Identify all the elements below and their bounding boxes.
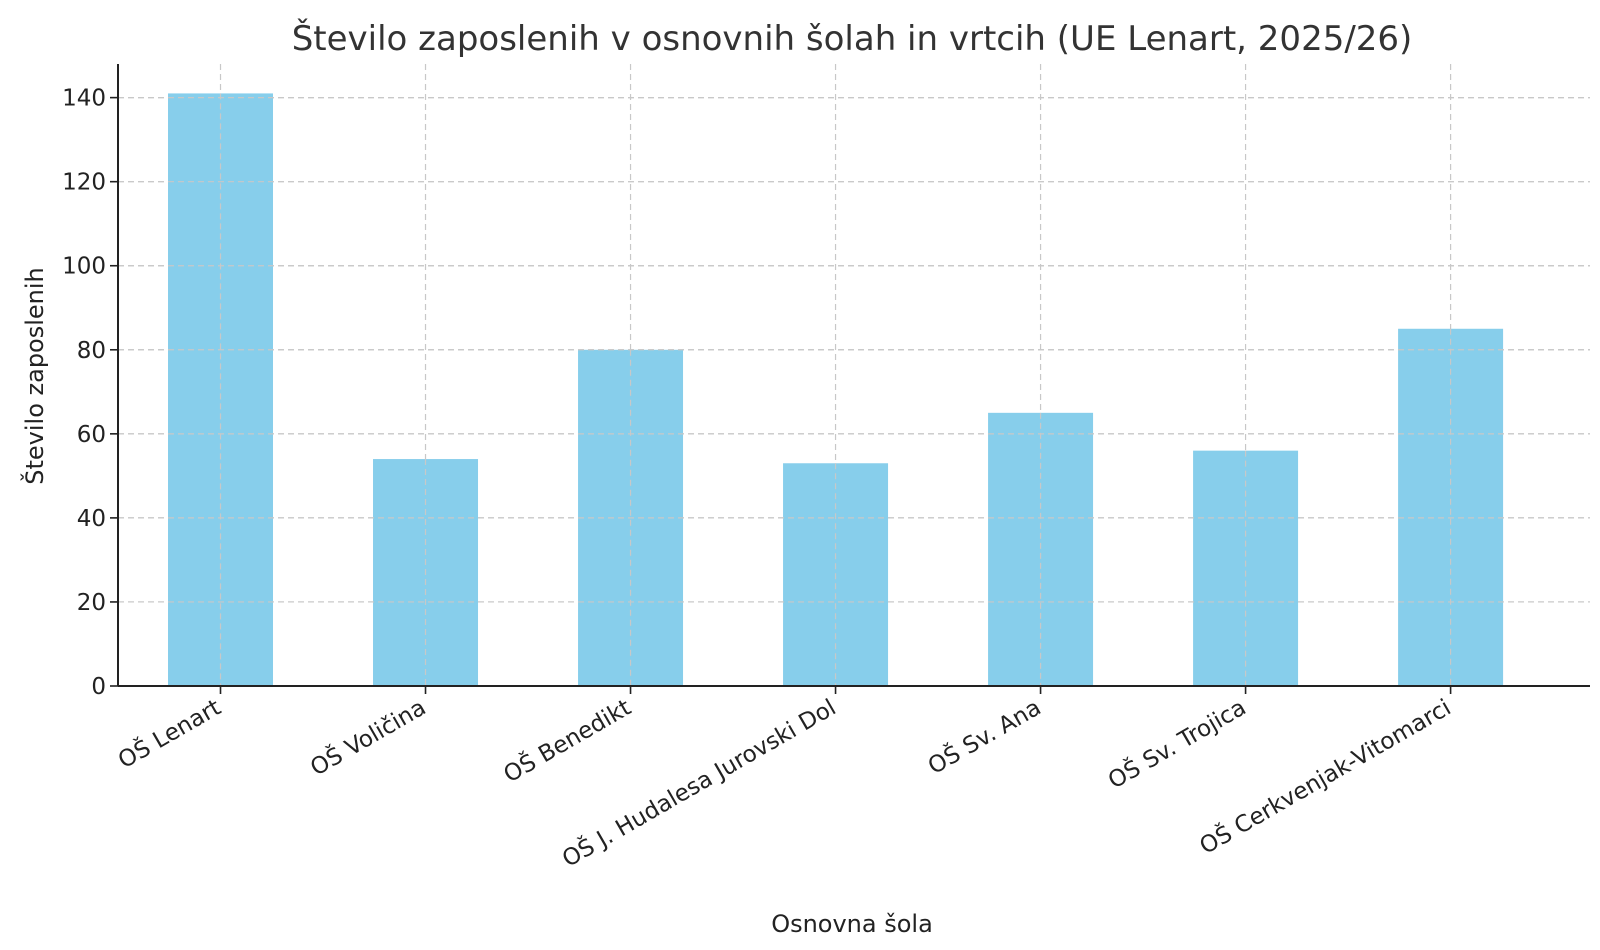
y-tick-label: 100: [62, 254, 106, 280]
x-tick-label: OŠ Voličina: [305, 693, 430, 782]
y-tick-label: 60: [77, 422, 106, 448]
x-tick-label: OŠ Benedikt: [499, 693, 636, 788]
y-tick-label: 120: [62, 170, 106, 196]
y-axis-label: Število zaposlenih: [19, 267, 49, 485]
chart-title: Število zaposlenih v osnovnih šolah in v…: [292, 18, 1413, 59]
bars: [118, 93, 1590, 686]
bar: [1398, 328, 1504, 686]
x-axis-label: Osnovna šola: [771, 910, 933, 938]
y-tick-label: 0: [91, 674, 106, 700]
x-tick-label: OŠ Sv. Ana: [923, 693, 1046, 780]
axes: [117, 64, 1590, 687]
y-tick-label: 140: [62, 86, 106, 112]
bar: [1193, 450, 1299, 686]
x-tick-label: OŠ Sv. Trojica: [1103, 693, 1251, 794]
y-tick-label: 40: [77, 506, 106, 532]
y-tick-label: 20: [77, 590, 106, 616]
y-tick-label: 80: [77, 338, 106, 364]
x-tick-label: OŠ Lenart: [113, 693, 225, 774]
